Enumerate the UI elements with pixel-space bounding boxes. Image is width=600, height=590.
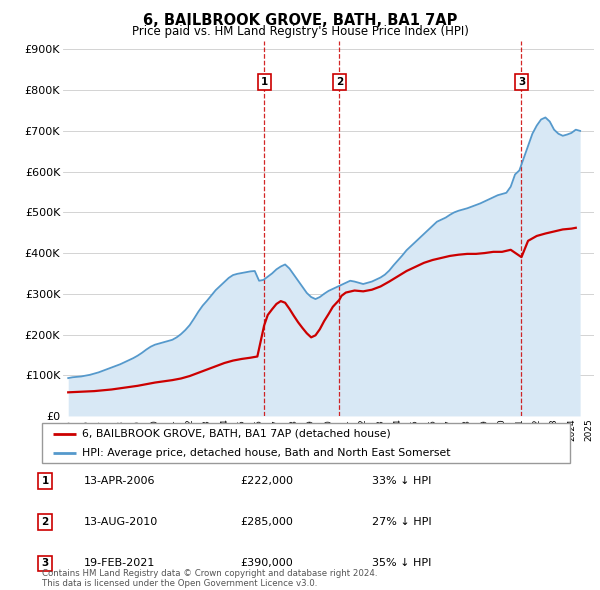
Text: 3: 3 [518, 77, 525, 87]
Text: £390,000: £390,000 [240, 559, 293, 568]
Text: 6, BAILBROOK GROVE, BATH, BA1 7AP (detached house): 6, BAILBROOK GROVE, BATH, BA1 7AP (detac… [82, 429, 391, 439]
Text: 1: 1 [41, 476, 49, 486]
Text: 3: 3 [41, 559, 49, 568]
Text: 2: 2 [335, 77, 343, 87]
Text: £222,000: £222,000 [240, 476, 293, 486]
Text: Contains HM Land Registry data © Crown copyright and database right 2024.
This d: Contains HM Land Registry data © Crown c… [42, 569, 377, 588]
Text: 33% ↓ HPI: 33% ↓ HPI [372, 476, 431, 486]
Text: 2: 2 [41, 517, 49, 527]
Text: 1: 1 [260, 77, 268, 87]
Text: 35% ↓ HPI: 35% ↓ HPI [372, 559, 431, 568]
Text: 6, BAILBROOK GROVE, BATH, BA1 7AP: 6, BAILBROOK GROVE, BATH, BA1 7AP [143, 13, 457, 28]
Text: £285,000: £285,000 [240, 517, 293, 527]
Text: 13-APR-2006: 13-APR-2006 [84, 476, 155, 486]
Text: Price paid vs. HM Land Registry's House Price Index (HPI): Price paid vs. HM Land Registry's House … [131, 25, 469, 38]
Text: 27% ↓ HPI: 27% ↓ HPI [372, 517, 431, 527]
Text: 19-FEB-2021: 19-FEB-2021 [84, 559, 155, 568]
Text: HPI: Average price, detached house, Bath and North East Somerset: HPI: Average price, detached house, Bath… [82, 448, 450, 458]
Text: 13-AUG-2010: 13-AUG-2010 [84, 517, 158, 527]
